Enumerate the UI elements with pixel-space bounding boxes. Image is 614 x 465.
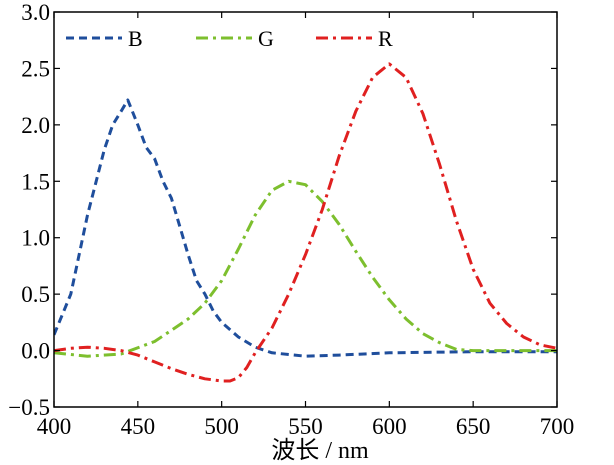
series-line-g xyxy=(54,179,557,358)
legend-label-b: B xyxy=(128,26,143,51)
y-tick-label: 0.0 xyxy=(21,339,50,364)
legend-label-r: R xyxy=(378,26,393,51)
series-layer xyxy=(54,62,557,383)
x-tick-label: 400 xyxy=(37,414,72,439)
series-line-b xyxy=(54,98,557,358)
plot-frame xyxy=(53,11,558,408)
x-tick-label: 700 xyxy=(540,414,575,439)
y-tick-label: 0.5 xyxy=(21,282,50,307)
axis-ticks xyxy=(53,11,558,408)
x-tick-label: 450 xyxy=(121,414,156,439)
x-tick-label: 650 xyxy=(456,414,491,439)
series-line-r xyxy=(54,62,557,383)
y-tick-label: 2.5 xyxy=(21,56,50,81)
x-tick-label: 500 xyxy=(204,414,239,439)
y-tick-label: −0.5 xyxy=(8,395,50,420)
x-tick-label: 600 xyxy=(372,414,407,439)
y-tick-label: 1.0 xyxy=(21,226,50,251)
y-tick-label: 2.0 xyxy=(21,113,50,138)
x-tick-labels: 400 450 500 550 600 650 700 xyxy=(37,414,575,439)
y-tick-labels: −0.5 0.0 0.5 1.0 1.5 2.0 2.5 3.0 xyxy=(8,0,50,420)
y-tick-label: 3.0 xyxy=(21,0,50,25)
y-tick-label: 1.5 xyxy=(21,169,50,194)
x-tick-label: 550 xyxy=(288,414,323,439)
x-axis-label: 波长 / nm xyxy=(271,437,369,464)
legend-label-g: G xyxy=(258,26,274,51)
